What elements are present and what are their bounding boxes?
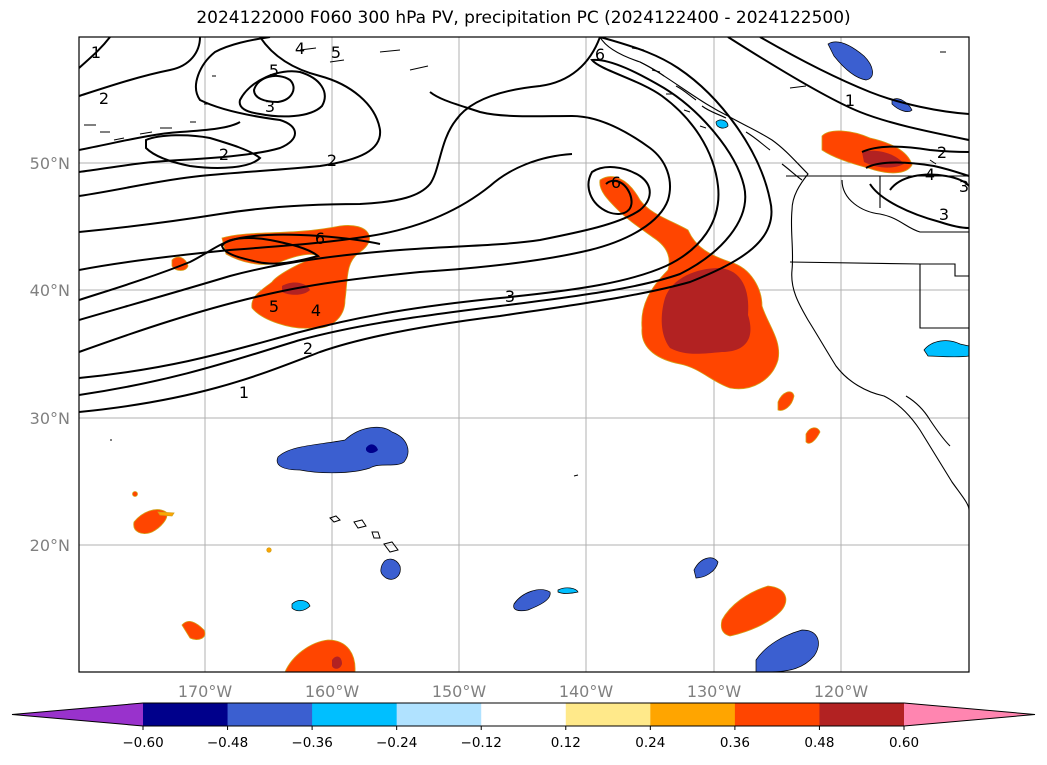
lon-label: 120°W	[814, 682, 869, 701]
colorbar-extend-min	[12, 703, 143, 726]
contour-label: 3	[505, 287, 515, 306]
contour-label: 4	[925, 165, 935, 184]
colorbar-tick-label: 0.12	[551, 735, 581, 751]
lat-label: 40°N	[30, 281, 70, 300]
contour-label: 1	[91, 43, 101, 62]
colorbar-segment	[227, 703, 313, 726]
contour-label: 6	[315, 229, 325, 248]
colorbar-segment	[481, 703, 567, 726]
colorbar-tick-label: −0.24	[376, 735, 417, 751]
contour-label: 3	[939, 205, 949, 224]
lat-label: 20°N	[30, 536, 70, 555]
colorbar-segment	[819, 703, 905, 726]
colorbar-tick-label: 0.48	[804, 735, 834, 751]
map-frame	[78, 36, 970, 673]
colorbar-segment	[143, 703, 229, 726]
colorbar-segment	[312, 703, 398, 726]
lon-label: 150°W	[432, 682, 487, 701]
lat-label: 30°N	[30, 409, 70, 428]
latitude-labels: 50°N 40°N 30°N 20°N	[30, 154, 70, 555]
contour-label: 2	[937, 143, 947, 162]
contour-label: 2	[219, 145, 229, 164]
colorbar-tick-label: −0.36	[291, 735, 332, 751]
colorbar-tick-label: 0.36	[720, 735, 750, 751]
contour-label: 3	[959, 177, 969, 196]
pv-contours	[79, 37, 969, 413]
colorbar-extend-max	[904, 703, 1035, 726]
coastlines	[599, 37, 969, 511]
longitude-labels: 170°W 160°W 150°W 140°W 130°W 120°W	[178, 682, 869, 701]
colorbar-segment	[650, 703, 736, 726]
colorbar-tick-label: −0.48	[207, 735, 248, 751]
colorbar-tick-label: 0.24	[635, 735, 665, 751]
contour-label: 2	[327, 151, 337, 170]
contour-label: 6	[611, 173, 621, 192]
contour-label: 1	[239, 383, 249, 402]
contour-label: 2	[303, 339, 313, 358]
map-title: 2024122000 F060 300 hPa PV, precipitatio…	[196, 8, 851, 28]
lon-label: 130°W	[687, 682, 742, 701]
contour-label: 6	[595, 45, 605, 64]
colorbar-segment	[396, 703, 482, 726]
lat-label: 50°N	[30, 154, 70, 173]
lon-label: 170°W	[178, 682, 233, 701]
colorbar-segment	[565, 703, 651, 726]
pv-contour-labels: 1 2 3 4 5 6 2 2 5 6 5 4 2 3 1 6 1 2 3 4 …	[91, 39, 969, 402]
lon-label: 160°W	[305, 682, 360, 701]
colorbar-segment	[734, 703, 820, 726]
contour-label: 5	[269, 61, 279, 80]
contour-label: 5	[331, 43, 341, 62]
contour-label: 4	[295, 39, 305, 58]
colorbar: −0.60 −0.48 −0.36 −0.24 −0.12 0.12 0.24 0.36 0.4…	[11, 702, 1036, 751]
colorbar-tick-label: 0.60	[889, 735, 919, 751]
contour-label: 2	[99, 89, 109, 108]
contour-label: 1	[845, 91, 855, 110]
contour-label: 5	[269, 297, 279, 316]
contour-label: 4	[311, 301, 321, 320]
colorbar-tick-label: −0.12	[461, 735, 502, 751]
colorbar-tick-label: −0.60	[122, 735, 163, 751]
lon-label: 140°W	[559, 682, 614, 701]
contour-label: 3	[265, 97, 275, 116]
